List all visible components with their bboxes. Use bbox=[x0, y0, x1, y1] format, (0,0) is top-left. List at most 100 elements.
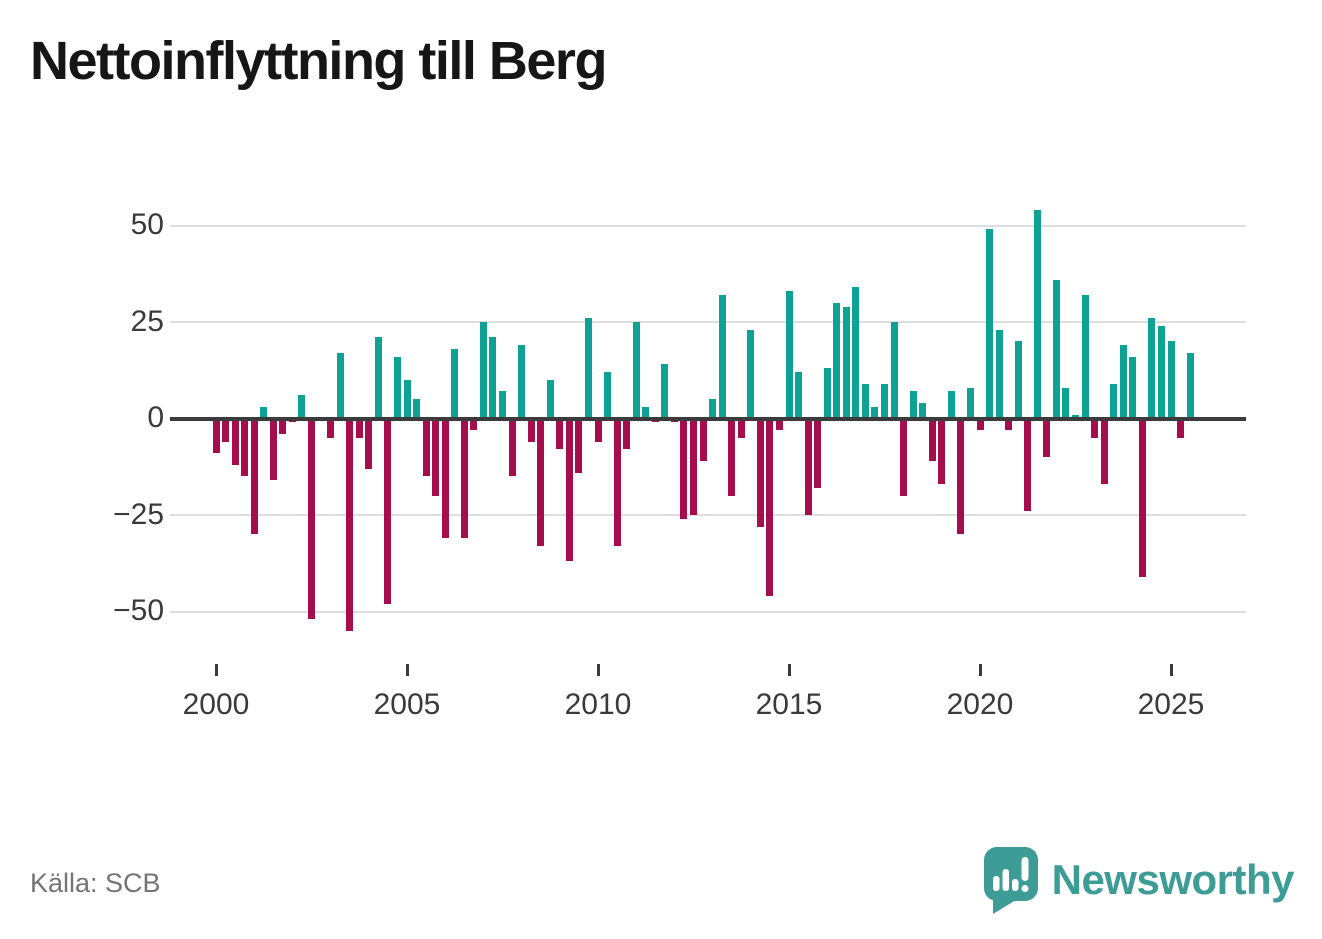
bar-2012-q3 bbox=[690, 418, 697, 515]
bar-2025-q1 bbox=[1167, 341, 1175, 419]
bar-2003-q1 bbox=[327, 418, 335, 438]
bar-2008-q2 bbox=[527, 418, 535, 442]
bar-2008-q1 bbox=[518, 345, 526, 419]
bar-2000-q4 bbox=[241, 418, 249, 477]
bar-2000-q2 bbox=[222, 418, 230, 442]
bar-2015-q1 bbox=[785, 291, 793, 419]
y-axis-label-−50: −50 bbox=[113, 594, 164, 628]
bar-2024-q3 bbox=[1148, 318, 1156, 419]
bar-2009-q1 bbox=[556, 418, 564, 450]
bar-2015-q2 bbox=[795, 372, 803, 419]
bar-2016-q1 bbox=[823, 368, 831, 419]
bar-2011-q4 bbox=[661, 364, 669, 419]
x-axis-label-2015: 2015 bbox=[755, 688, 823, 721]
bar-2015-q3 bbox=[804, 418, 812, 515]
gridline-y-−25 bbox=[170, 514, 1246, 516]
bar-2000-q3 bbox=[231, 418, 239, 465]
x-axis-label-2000: 2000 bbox=[182, 688, 250, 721]
gridline-y-25 bbox=[170, 321, 1246, 323]
x-axis-label-2020: 2020 bbox=[946, 688, 1014, 721]
bar-2007-q4 bbox=[508, 418, 516, 477]
bar-2010-q1 bbox=[594, 418, 602, 442]
bar-2005-q4 bbox=[432, 418, 440, 496]
bar-2013-q4 bbox=[737, 418, 745, 438]
bar-2024-q2 bbox=[1138, 418, 1146, 577]
bar-2000-q1 bbox=[212, 418, 220, 454]
bar-2021-q3 bbox=[1033, 210, 1041, 419]
bar-2020-q3 bbox=[995, 329, 1003, 419]
x-axis-tick-2020 bbox=[978, 664, 982, 676]
y-axis-label-50: 50 bbox=[130, 208, 164, 242]
source-note: Källa: SCB bbox=[30, 868, 161, 898]
bar-2022-q2 bbox=[1062, 387, 1070, 419]
bar-2016-q3 bbox=[842, 306, 850, 419]
bar-2023-q2 bbox=[1100, 418, 1108, 485]
x-axis-tick-2025 bbox=[1169, 664, 1173, 676]
bar-2014-q3 bbox=[766, 418, 774, 597]
x-axis-zero-line bbox=[170, 416, 1246, 421]
bar-2004-q1 bbox=[365, 418, 373, 469]
bar-2015-q4 bbox=[814, 418, 822, 488]
bar-2019-q4 bbox=[966, 387, 974, 419]
bar-2011-q2 bbox=[642, 406, 650, 419]
x-axis-tick-2010 bbox=[596, 664, 600, 676]
newsworthy-wordmark: Newsworthy bbox=[1051, 856, 1295, 903]
bar-2006-q3 bbox=[460, 418, 468, 539]
bar-2009-q3 bbox=[575, 418, 583, 473]
x-axis-tick-2000 bbox=[214, 664, 218, 676]
chart-title: Nettoinflyttning till Berg bbox=[30, 31, 607, 91]
bar-2019-q1 bbox=[938, 418, 946, 485]
bar-2020-q1 bbox=[976, 418, 984, 431]
bar-2006-q2 bbox=[451, 349, 459, 419]
y-axis-label-−25: −25 bbox=[113, 497, 164, 531]
bar-2008-q4 bbox=[546, 379, 554, 419]
y-axis-label-0: 0 bbox=[147, 401, 164, 435]
bar-2019-q2 bbox=[947, 391, 955, 419]
x-axis-tick-2005 bbox=[405, 664, 409, 676]
bar-2025-q2 bbox=[1177, 418, 1185, 438]
bar-2002-q3 bbox=[308, 418, 315, 620]
bar-2021-q4 bbox=[1043, 418, 1051, 458]
bar-2005-q3 bbox=[422, 418, 430, 477]
bar-2001-q2 bbox=[260, 406, 268, 419]
bar-2009-q4 bbox=[584, 318, 592, 419]
x-axis-label-2005: 2005 bbox=[373, 688, 441, 721]
bar-2012-q4 bbox=[699, 418, 707, 461]
bar-2010-q2 bbox=[604, 372, 612, 419]
bar-2024-q4 bbox=[1157, 325, 1165, 419]
bar-2025-q3 bbox=[1186, 352, 1194, 419]
bar-2023-q1 bbox=[1091, 418, 1099, 438]
bar-2016-q2 bbox=[833, 302, 841, 419]
x-axis-label-2010: 2010 bbox=[564, 688, 632, 721]
bar-2020-q4 bbox=[1005, 418, 1013, 431]
bar-2019-q3 bbox=[957, 418, 965, 535]
bar-2013-q3 bbox=[728, 418, 736, 496]
bar-2011-q1 bbox=[632, 322, 640, 419]
bar-2004-q3 bbox=[384, 418, 392, 604]
bar-2010-q4 bbox=[623, 418, 631, 450]
bar-2017-q3 bbox=[881, 383, 888, 419]
bar-2004-q2 bbox=[374, 337, 382, 419]
bar-2023-q3 bbox=[1110, 383, 1118, 419]
bar-2023-q4 bbox=[1119, 345, 1127, 419]
bar-2021-q2 bbox=[1024, 418, 1032, 512]
bar-2003-q3 bbox=[346, 418, 354, 631]
x-axis-tick-2015 bbox=[787, 664, 791, 676]
bar-2005-q2 bbox=[413, 399, 421, 419]
bar-2022-q1 bbox=[1052, 279, 1060, 419]
bar-2018-q2 bbox=[909, 391, 917, 419]
gridline-y-50 bbox=[170, 224, 1246, 227]
newsworthy-logo[interactable]: Newsworthy bbox=[982, 845, 1295, 915]
bar-2017-q4 bbox=[890, 322, 898, 419]
bar-2007-q2 bbox=[489, 337, 497, 419]
bar-2014-q4 bbox=[775, 418, 783, 431]
bar-2006-q4 bbox=[470, 418, 478, 431]
bar-2002-q2 bbox=[298, 395, 306, 419]
bar-2017-q1 bbox=[861, 383, 869, 419]
bar-2005-q1 bbox=[403, 379, 411, 419]
bar-2021-q1 bbox=[1014, 341, 1022, 419]
bar-2016-q4 bbox=[852, 287, 860, 419]
bar-2022-q4 bbox=[1081, 294, 1089, 419]
bar-2020-q2 bbox=[986, 229, 994, 419]
